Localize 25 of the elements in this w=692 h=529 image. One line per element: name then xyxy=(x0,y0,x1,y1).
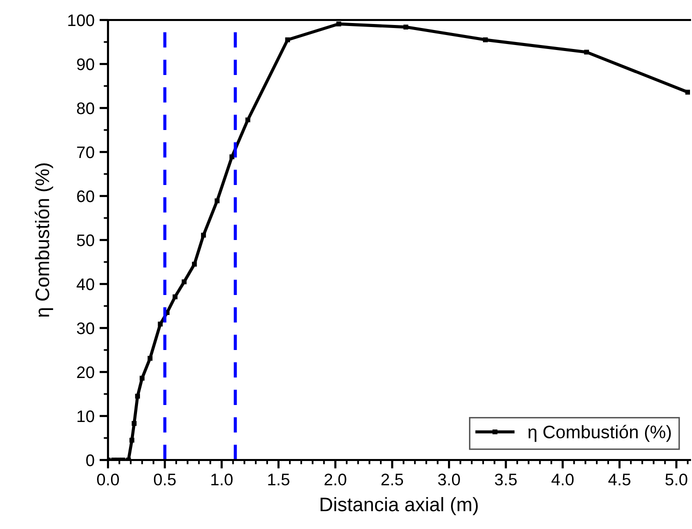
y-tick-label: 100 xyxy=(68,14,94,26)
x-tick-label: 3.0 xyxy=(438,474,460,486)
x-tick-label: 0.5 xyxy=(154,474,176,486)
x-tick-label: 4.5 xyxy=(608,474,630,486)
x-tick-label: 3.5 xyxy=(494,474,517,486)
x-tick-label: 1.5 xyxy=(268,474,290,486)
y-tick-label: 80 xyxy=(76,102,94,114)
y-tick-label: 50 xyxy=(76,234,94,246)
legend-label: η Combustión (%) xyxy=(528,424,671,442)
y-tick-label: 30 xyxy=(76,322,94,334)
x-tick-label: 4.0 xyxy=(551,474,574,486)
x-tick-label: 2.5 xyxy=(381,474,404,486)
y-tick-label: 60 xyxy=(77,190,94,202)
x-tick-label: 0.0 xyxy=(97,474,119,486)
y-axis-title: η Combustión (%) xyxy=(34,163,54,317)
y-tick-label: 20 xyxy=(77,366,94,378)
y-tick-label: 0 xyxy=(86,454,94,466)
y-tick-label: 40 xyxy=(76,278,94,290)
x-tick-label: 5.0 xyxy=(665,474,688,486)
y-tick-label: 70 xyxy=(77,146,94,158)
x-tick-label: 2.0 xyxy=(324,474,346,486)
y-tick-label: 10 xyxy=(78,410,94,422)
x-axis-title: Distancia axial (m) xyxy=(320,497,478,516)
y-tick-label: 90 xyxy=(77,58,94,70)
x-tick-label: 1.0 xyxy=(211,474,233,486)
